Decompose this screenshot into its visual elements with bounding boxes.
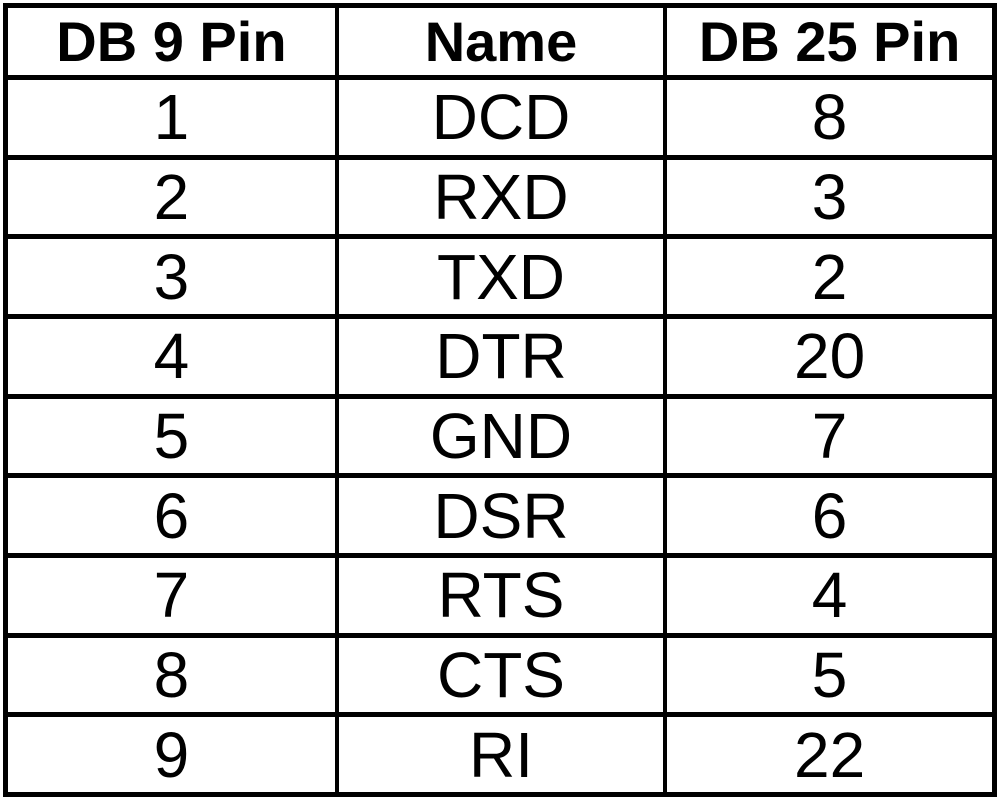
table-row: 1 DCD 8 <box>3 75 997 160</box>
table-cell-db9_pin: 2 <box>3 154 339 240</box>
table-cell-db25_pin: 6 <box>663 473 997 558</box>
table-row: 4 DTR 20 <box>3 313 997 399</box>
table-cell-db25_pin: 2 <box>663 234 997 319</box>
table-cell-name: RI <box>334 712 668 797</box>
table-cell-db9_pin: 4 <box>3 313 339 399</box>
table-cell-db9_pin: 5 <box>3 393 339 479</box>
pin-mapping-table: DB 9 Pin Name DB 25 Pin 1 DCD 8 2 RXD 3 3 TXD 2 4 DT… <box>3 3 997 797</box>
table-row: 6 DSR 6 <box>3 473 997 558</box>
column-header: DB 25 Pin <box>663 3 997 80</box>
table-cell-db25_pin: 22 <box>663 712 997 797</box>
table-row: 7 RTS 4 <box>3 552 997 638</box>
table-cell-db9_pin: 6 <box>3 473 339 558</box>
column-header: Name <box>334 3 668 80</box>
table-row: 2 RXD 3 <box>3 154 997 240</box>
table-cell-name: RTS <box>334 552 668 638</box>
table-cell-db25_pin: 7 <box>663 393 997 479</box>
table-cell-name: TXD <box>334 234 668 319</box>
table-cell-db9_pin: 7 <box>3 552 339 638</box>
table-cell-db9_pin: 1 <box>3 75 339 160</box>
table-cell-db25_pin: 20 <box>663 313 997 399</box>
table-row: 8 CTS 5 <box>3 632 997 718</box>
table-cell-db25_pin: 8 <box>663 75 997 160</box>
table-cell-db25_pin: 5 <box>663 632 997 718</box>
table-cell-name: RXD <box>334 154 668 240</box>
table-body: 1 DCD 8 2 RXD 3 3 TXD 2 4 DTR 20 5 GND 7 6 DSR 6 7 RTS 4 8 CTS… <box>3 75 997 797</box>
table-header: DB 9 Pin Name DB 25 Pin <box>3 3 997 80</box>
column-header: DB 9 Pin <box>3 3 339 80</box>
table-cell-db9_pin: 3 <box>3 234 339 319</box>
table-cell-db25_pin: 3 <box>663 154 997 240</box>
table-cell-name: DSR <box>334 473 668 558</box>
table-cell-name: GND <box>334 393 668 479</box>
table-cell-db9_pin: 8 <box>3 632 339 718</box>
table-row: 5 GND 7 <box>3 393 997 479</box>
table-row: 9 RI 22 <box>3 712 997 797</box>
table-cell-db9_pin: 9 <box>3 712 339 797</box>
table-cell-db25_pin: 4 <box>663 552 997 638</box>
table-cell-name: DCD <box>334 75 668 160</box>
header-row: DB 9 Pin Name DB 25 Pin <box>3 3 997 80</box>
table-cell-name: DTR <box>334 313 668 399</box>
table-cell-name: CTS <box>334 632 668 718</box>
table-row: 3 TXD 2 <box>3 234 997 319</box>
